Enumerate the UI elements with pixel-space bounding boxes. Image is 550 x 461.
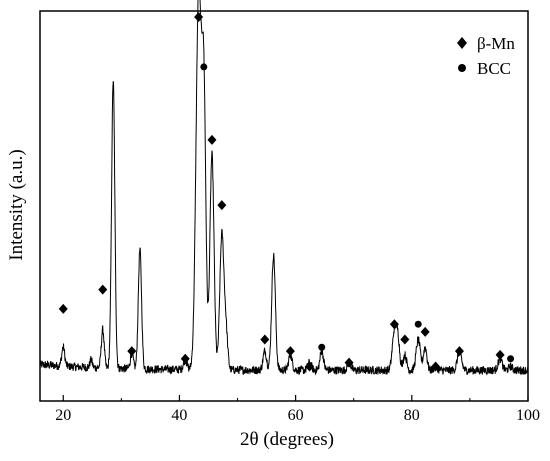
legend-circle-icon xyxy=(458,64,466,72)
beta-mn-marker xyxy=(58,303,68,314)
x-axis-ticks: 20 40 60 80 100 xyxy=(55,395,540,424)
beta-mn-marker xyxy=(194,12,204,22)
beta-mn-marker xyxy=(207,134,217,145)
plot-frame xyxy=(39,10,529,402)
beta-mn-marker xyxy=(217,200,227,211)
x-tick-label: 100 xyxy=(516,407,540,424)
beta-mn-marker xyxy=(305,361,315,372)
x-axis-label: 2θ (degrees) xyxy=(240,429,334,450)
beta-mn-marker xyxy=(285,346,295,357)
beta-mn-marker xyxy=(344,357,354,368)
x-tick-label: 20 xyxy=(55,407,71,424)
legend: β-Mn BCC xyxy=(457,34,515,78)
beta-mn-marker xyxy=(431,361,441,372)
bcc-marker xyxy=(414,320,422,328)
bcc-marker xyxy=(318,343,326,351)
xrd-pattern-line xyxy=(39,0,529,376)
beta-mn-marker xyxy=(400,334,410,345)
x-tick-label: 40 xyxy=(171,407,187,424)
x-tick-label: 80 xyxy=(404,407,420,424)
beta-mn-marker xyxy=(389,319,399,330)
legend-diamond-icon xyxy=(457,37,467,49)
beta-mn-marker xyxy=(180,353,190,364)
beta-mn-marker xyxy=(127,346,137,357)
beta-mn-marker xyxy=(420,326,430,337)
x-tick-label: 60 xyxy=(288,407,304,424)
y-axis-label: Intensity (a.u.) xyxy=(6,149,27,260)
xrd-curve-layer xyxy=(39,0,529,376)
beta-mn-marker xyxy=(98,284,108,295)
beta-mn-marker xyxy=(260,334,270,345)
beta-mn-marker xyxy=(495,349,505,360)
legend-label-beta-mn: β-Mn xyxy=(477,34,515,53)
bcc-marker xyxy=(200,63,208,71)
peak-marker-layer xyxy=(58,12,515,372)
beta-mn-marker xyxy=(454,346,464,357)
bcc-marker xyxy=(507,355,515,363)
legend-label-bcc: BCC xyxy=(477,59,511,78)
